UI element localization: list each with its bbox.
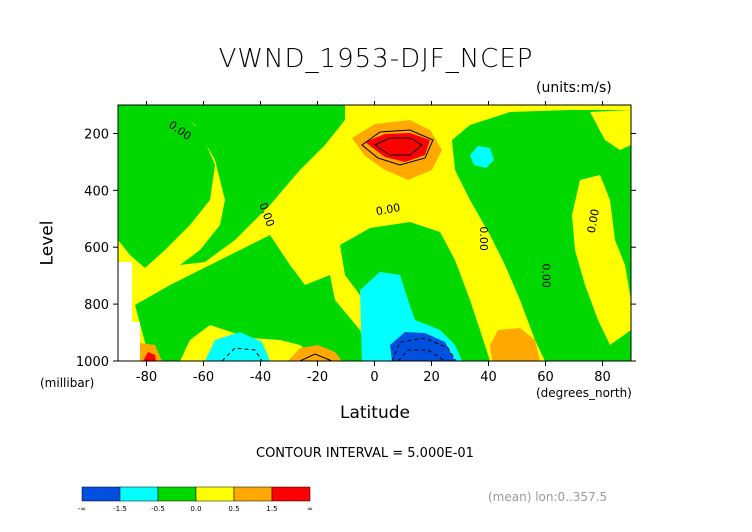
x-unit-label: (degrees_north): [536, 386, 632, 400]
contour-label: 0.00: [375, 201, 401, 218]
contour-labels: 0.000.00 0.000.000.000.00: [166, 118, 602, 288]
units-label: (units:m/s): [536, 80, 612, 96]
y-tick-label: 800: [84, 298, 109, 313]
colorbar-tick-label: -∞: [78, 505, 86, 513]
region-cyan-south: [205, 332, 270, 361]
missing-data-block-2: [118, 322, 140, 361]
x-tick-label: 20: [423, 370, 440, 385]
contour-field: [118, 105, 631, 361]
contour-line-neg-1.5: [397, 349, 446, 361]
contour-interval-text: CONTOUR INTERVAL = 5.000E-01: [256, 446, 474, 461]
region-green-streak: [186, 280, 193, 330]
region-green-upper-band: [165, 105, 345, 265]
contour-line-neg-1.0: [391, 337, 457, 361]
region-cyan-upper: [470, 146, 494, 168]
region-green-southwest: [118, 105, 215, 268]
y-tick-label: 400: [84, 184, 109, 199]
y-tick-label: 1000: [76, 355, 109, 370]
region-orange-south: [288, 345, 342, 361]
chart-title: VWND_1953-DJF_NCEP: [218, 44, 534, 74]
region-green-center: [340, 222, 490, 361]
y-tick-label: 600: [84, 241, 109, 256]
x-tick-label: 60: [537, 370, 554, 385]
contour-label: 0.00: [585, 208, 602, 234]
x-tick-label: 40: [480, 370, 497, 385]
y-ticks: 200 400 600 800 1000: [76, 127, 636, 370]
x-tick-label: -20: [307, 370, 328, 385]
contour-line-neg-0.5-south: [221, 347, 263, 361]
contour-label: 0.00: [540, 263, 553, 288]
region-orange-east: [490, 328, 540, 361]
region-yellow-north-inset: [572, 175, 631, 345]
colorbar-tick-label: 1.5: [266, 505, 277, 513]
colorbar-tick-label: 0.0: [190, 505, 201, 513]
colorbar-tick-label: -1.5: [113, 505, 127, 513]
colorbar-swatch: [271, 486, 311, 502]
y-tick-label: 200: [84, 127, 109, 142]
region-green-lower-south: [135, 235, 370, 361]
region-red-southwest: [143, 352, 156, 361]
contour-line-1.0: [361, 129, 434, 166]
contour-line-1.5: [373, 137, 423, 156]
x-tick-label: -60: [193, 370, 214, 385]
contour-lines: [221, 129, 457, 361]
x-tick-label: -40: [250, 370, 271, 385]
colorbar-swatch: [233, 486, 273, 502]
region-blue-center: [390, 332, 455, 361]
colorbar-tick-label: -0.5: [151, 505, 165, 513]
region-green-small-south: [142, 300, 150, 332]
colorbar: -∞ -1.5 -0.5 0.0 0.5 1.5 ∞: [78, 486, 313, 513]
colorbar-tick-label: 0.5: [228, 505, 239, 513]
footnote-mean: (mean) lon:0..357.5: [488, 490, 608, 504]
colorbar-swatch: [119, 486, 159, 502]
colorbar-tick-label: ∞: [307, 505, 313, 513]
colorbar-swatch: [195, 486, 235, 502]
contour-label: 0.00: [477, 226, 490, 251]
contour-line-1.0-south: [299, 353, 333, 361]
region-yellow-north-tip: [590, 110, 631, 150]
y-unit-label: (millibar): [40, 376, 95, 390]
x-tick-label: 0: [370, 370, 378, 385]
x-axis-label: Latitude: [340, 403, 410, 423]
x-tick-label: 80: [594, 370, 611, 385]
x-tick-label: -80: [136, 370, 157, 385]
colorbar-swatch: [81, 486, 121, 502]
y-axis-label: Level: [37, 220, 58, 266]
region-green-north: [452, 110, 631, 361]
colorbar-swatch: [157, 486, 197, 502]
x-ticks: -80 -60 -40 -20 0 20 40 60 80: [136, 101, 611, 385]
